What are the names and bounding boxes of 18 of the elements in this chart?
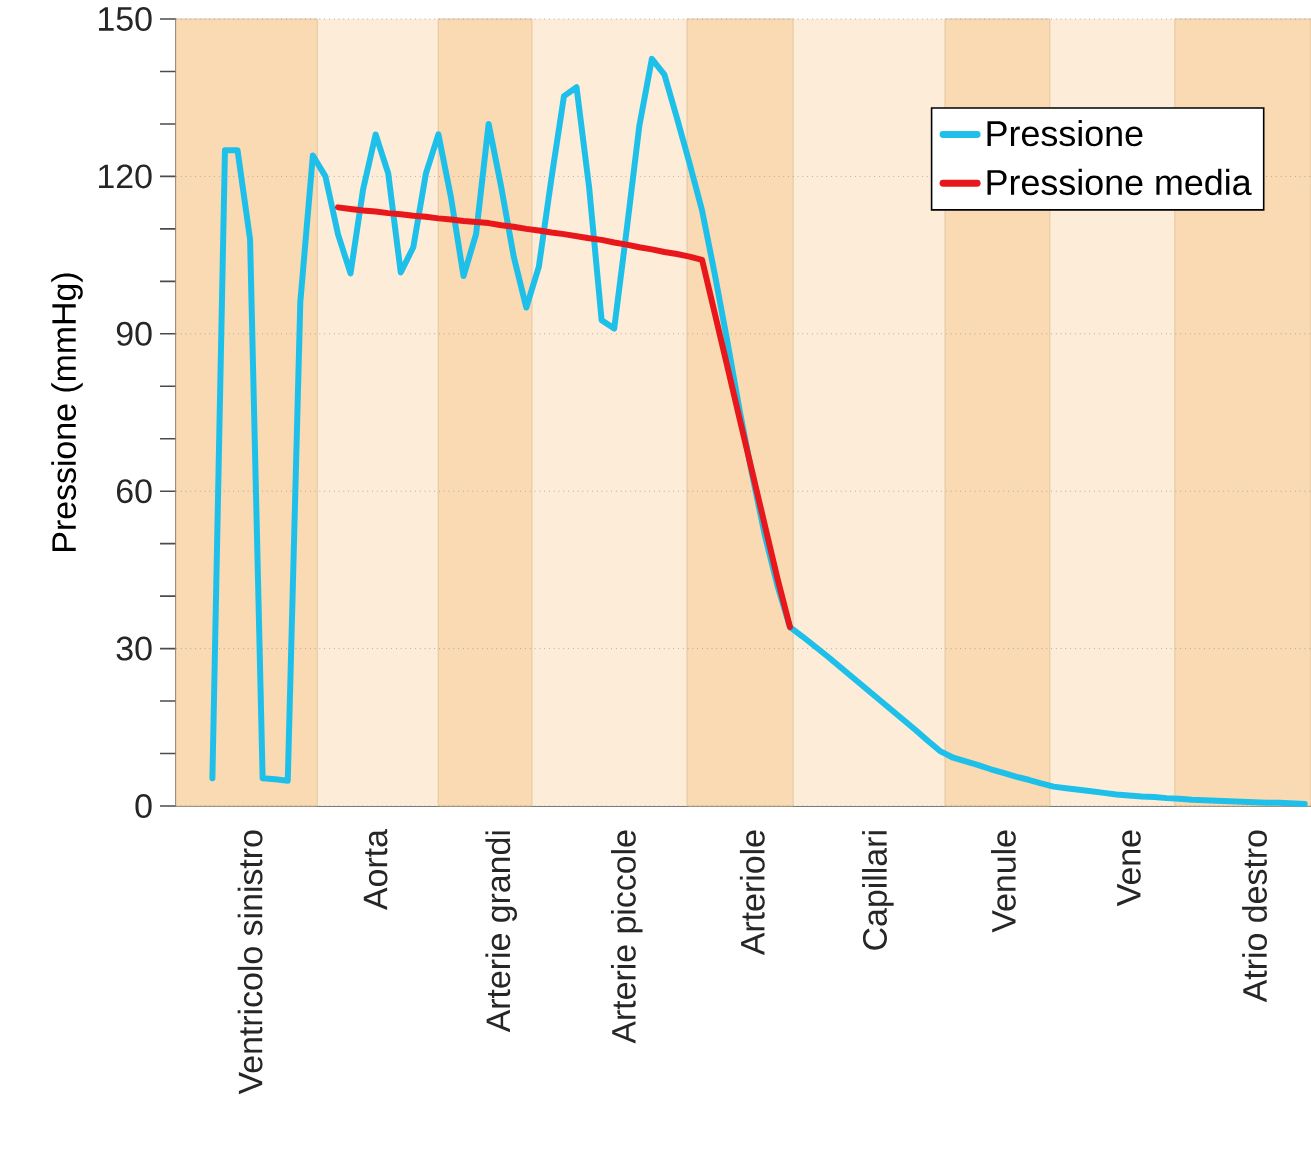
legend-label: Pressione [987, 119, 1143, 147]
y-tick-label: 30 [116, 636, 152, 661]
x-tick-label: Arterie grandi [485, 831, 517, 1033]
x-tick-label: Vene [1117, 830, 1141, 907]
x-tick-label: Aorta [363, 829, 388, 910]
y-tick-label: 90 [116, 321, 152, 346]
x-tick-label: Atrio destro [1242, 830, 1267, 1003]
x-tick-label: Ventricolo sinistro [237, 830, 263, 1095]
x-tick-label: Capillari [862, 831, 894, 950]
x-tick-label: Venule [990, 830, 1016, 933]
x-tick-label: Arterie piccole [610, 830, 643, 1044]
y-tick-label: 0 [135, 794, 152, 819]
x-tick-label: Arteriole [739, 830, 765, 956]
y-tick-label: 150 [99, 7, 152, 31]
y-tick-label: 120 [99, 164, 152, 189]
y-tick-label: 60 [117, 479, 152, 504]
legend-label: Pressione media [987, 168, 1252, 196]
y-axis-title: Pressione (mmHg) [51, 273, 83, 551]
